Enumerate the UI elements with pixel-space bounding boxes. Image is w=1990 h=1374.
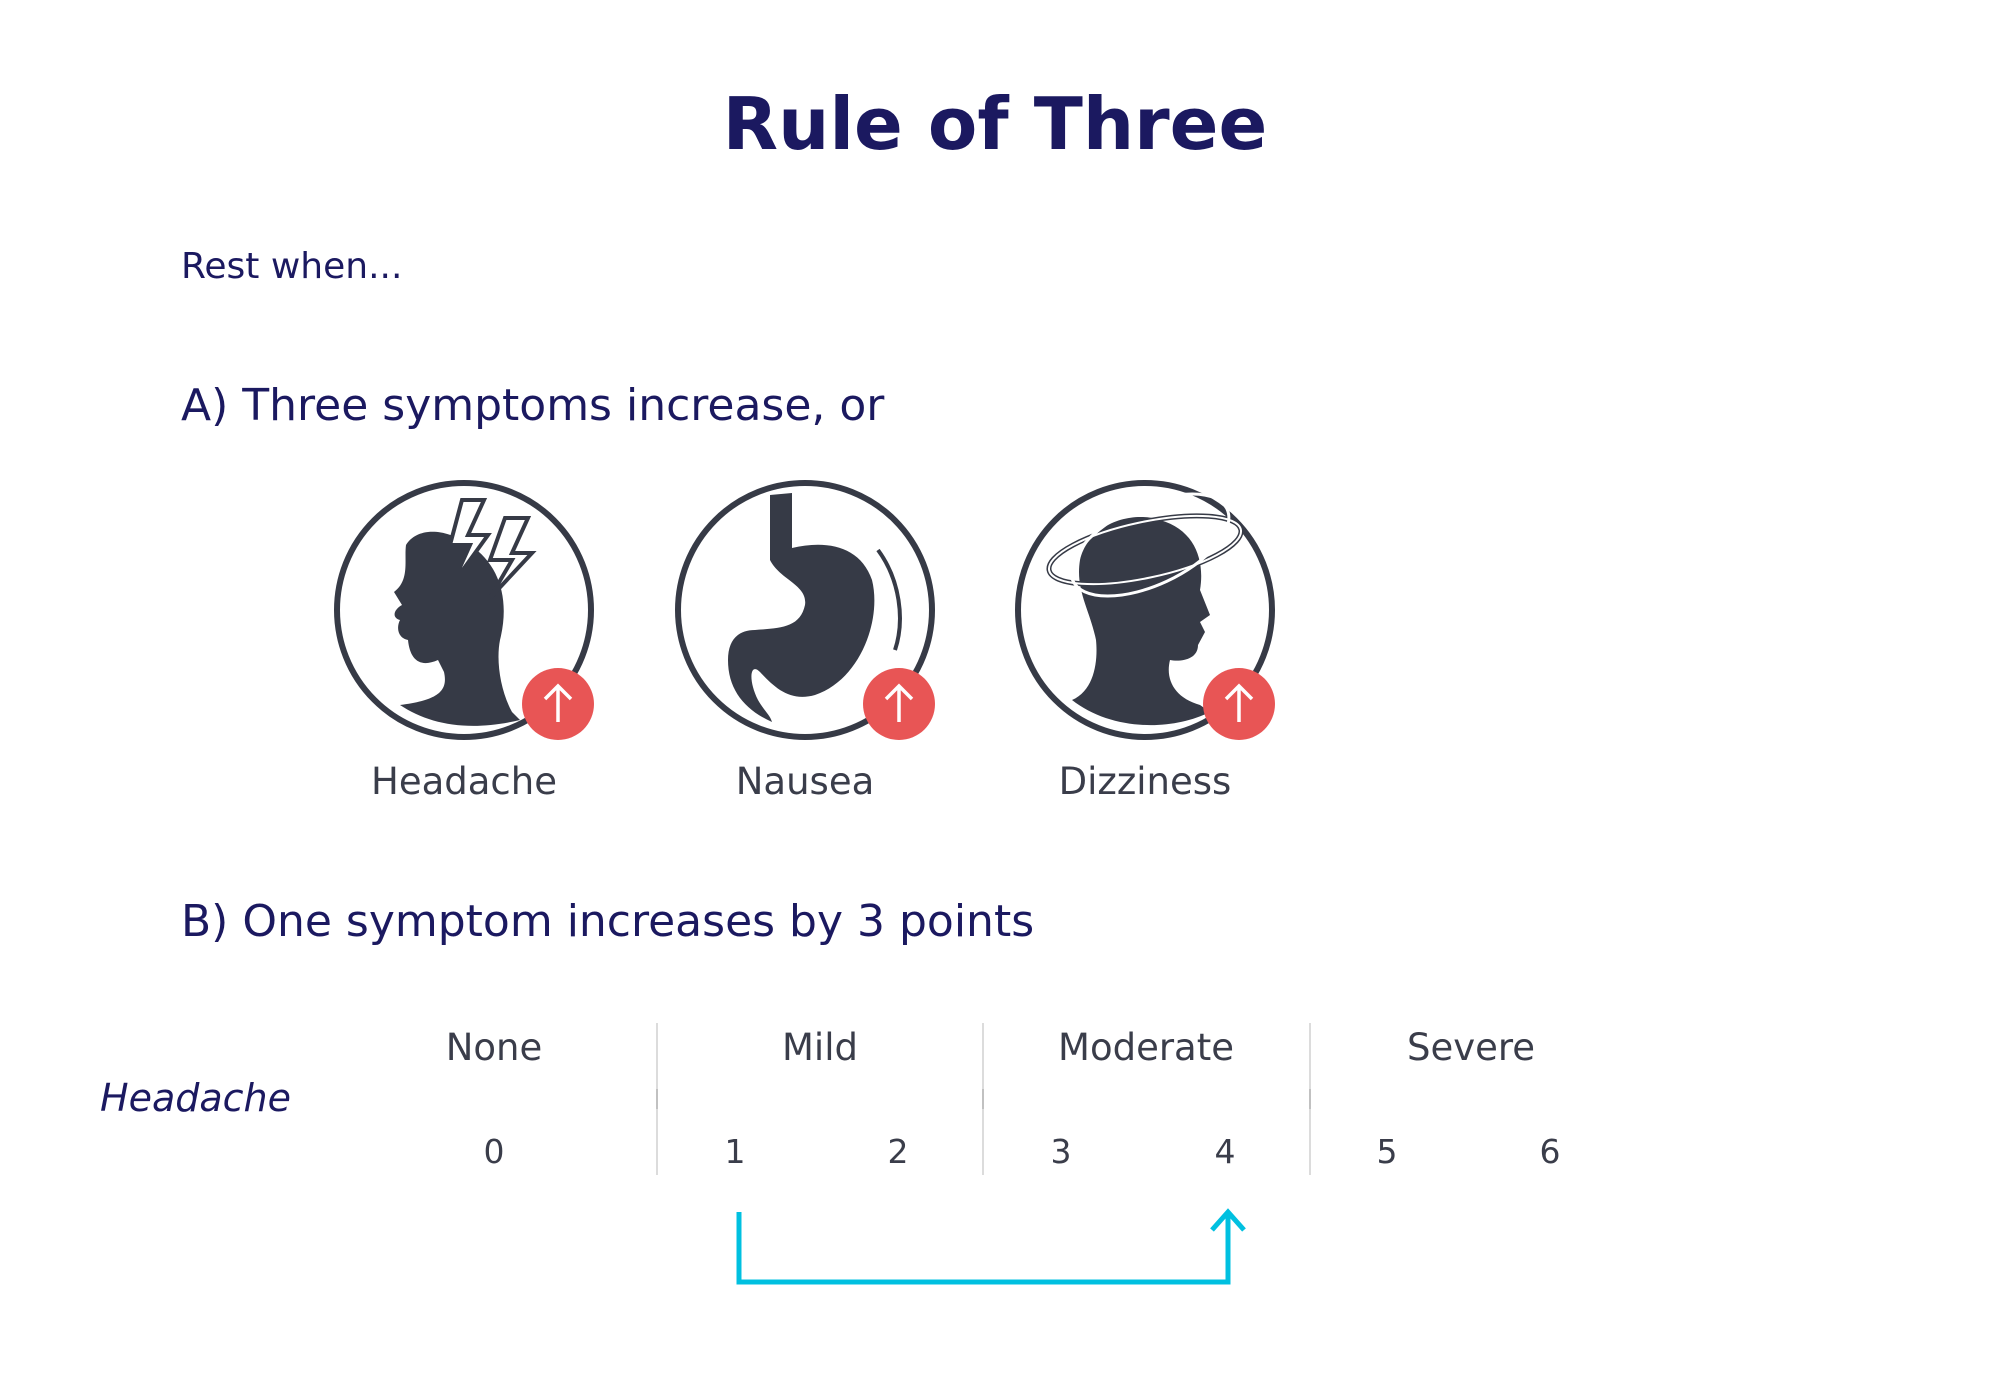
symptom-label-nausea: Nausea <box>735 760 875 803</box>
tick-5: 5 <box>1376 1132 1398 1171</box>
tick-4: 4 <box>1214 1132 1236 1171</box>
section-a-heading: A) Three symptoms increase, or <box>181 380 885 431</box>
category-severe: Severe <box>1406 1026 1536 1069</box>
category-moderate: Moderate <box>1058 1026 1234 1069</box>
head-lightning-icon <box>334 480 594 740</box>
stomach-icon <box>675 480 935 740</box>
scale-row-label: Headache <box>100 1076 292 1120</box>
tick-2: 2 <box>887 1132 909 1171</box>
category-mild: Mild <box>782 1026 858 1069</box>
symptom-label-dizziness: Dizziness <box>1058 760 1232 803</box>
head-spinning-icon <box>1015 480 1275 740</box>
tick-3: 3 <box>1050 1132 1072 1171</box>
arrow-up-icon <box>1203 668 1275 740</box>
page-title: Rule of Three <box>722 82 1268 166</box>
symptom-label-headache: Headache <box>371 760 557 803</box>
tick-1: 1 <box>724 1132 746 1171</box>
tick-0: 0 <box>483 1132 505 1171</box>
arrow-up-icon <box>863 668 935 740</box>
arrow-up-icon <box>522 668 594 740</box>
category-none: None <box>445 1026 543 1069</box>
tick-6: 6 <box>1539 1132 1561 1171</box>
section-b-heading: B) One symptom increases by 3 points <box>181 896 1035 947</box>
increase-bracket-arrow <box>736 1208 1246 1285</box>
intro-text: Rest when... <box>181 246 403 287</box>
